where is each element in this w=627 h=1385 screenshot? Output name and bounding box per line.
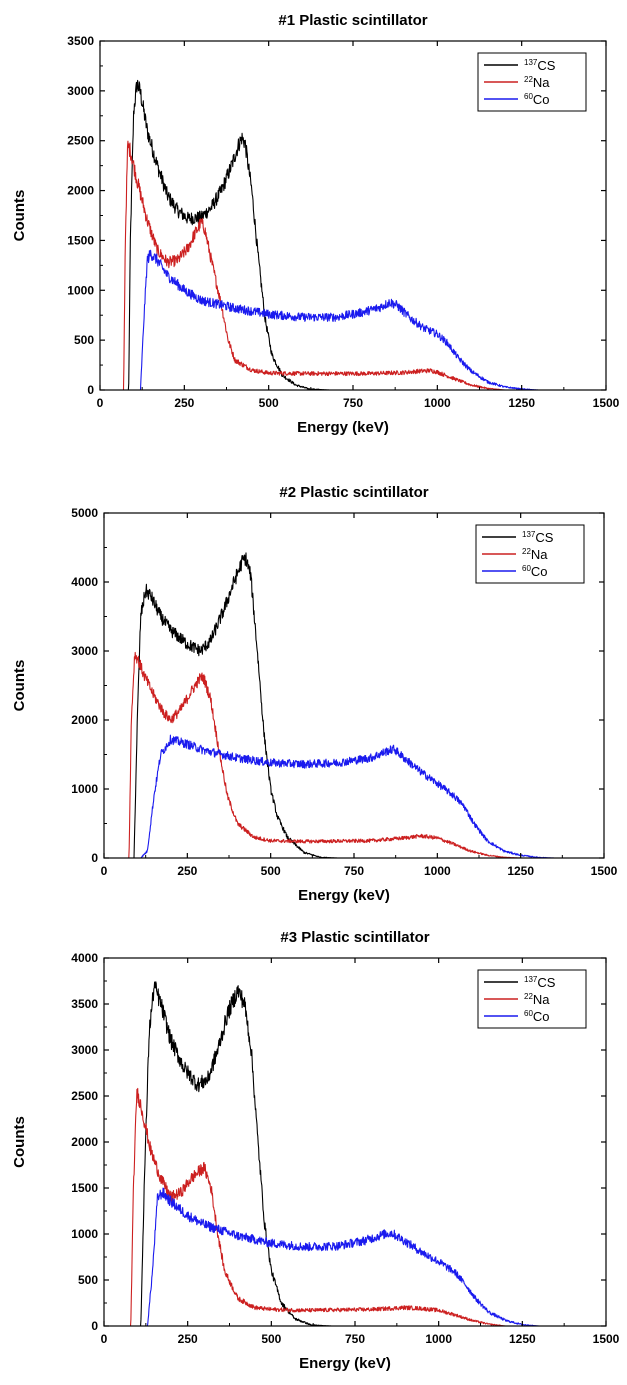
y-tick-label: 3000 xyxy=(71,1043,98,1057)
legend-entry: 137CS xyxy=(522,530,554,545)
x-tick-label: 500 xyxy=(261,864,281,878)
legend-entry-sup: 137 xyxy=(524,58,538,67)
y-tick-label: 0 xyxy=(91,851,98,865)
x-tick-label: 0 xyxy=(101,1332,108,1346)
series-group xyxy=(100,79,606,390)
y-tick-label: 4000 xyxy=(71,951,98,965)
x-tick-label: 0 xyxy=(101,864,108,878)
legend-entry-base: Na xyxy=(533,992,550,1007)
x-axis-label: Energy (keV) xyxy=(298,887,390,904)
y-tick-label: 500 xyxy=(74,333,94,347)
legend-entry-base: Na xyxy=(533,75,550,90)
x-tick-label: 750 xyxy=(344,864,364,878)
series-line-60Co xyxy=(104,1187,606,1326)
x-tick-label: 500 xyxy=(259,396,279,410)
x-tick-label: 0 xyxy=(97,396,104,410)
legend-entry: 22Na xyxy=(524,992,550,1007)
legend-entry-sup: 60 xyxy=(524,1009,533,1018)
series-line-60Co xyxy=(100,249,606,390)
x-axis-label: Energy (keV) xyxy=(299,1355,391,1372)
series-line-137CS xyxy=(100,79,606,390)
series-line-22Na xyxy=(100,140,606,390)
legend-entry-base: Co xyxy=(531,564,548,579)
series-group xyxy=(104,981,606,1326)
chart-2: #2 Plastic scintillator 0 250 500 750 1000 125… xyxy=(11,484,618,904)
legend-entry-base: CS xyxy=(537,975,555,990)
chart-title: #3 Plastic scintillator xyxy=(280,929,429,946)
x-tick-label: 1250 xyxy=(509,1332,536,1346)
chart-3: #3 Plastic scintillator 0 250 500 750 1000 125… xyxy=(11,929,620,1372)
series-line-137CS xyxy=(104,552,604,858)
legend-entry: 137CS xyxy=(524,975,556,990)
x-tick-label: 1000 xyxy=(424,864,451,878)
legend-entry: 60Co xyxy=(524,1009,550,1024)
y-tick-label: 2000 xyxy=(71,1135,98,1149)
y-axis-label: Counts xyxy=(11,660,28,712)
y-tick-label: 1000 xyxy=(71,782,98,796)
x-tick-label: 1250 xyxy=(508,396,535,410)
legend-entry-sup: 60 xyxy=(522,564,531,573)
y-tick-label: 1500 xyxy=(71,1181,98,1195)
x-axis-label: Energy (keV) xyxy=(297,419,389,436)
legend-entry: 60Co xyxy=(524,92,550,107)
x-tick-label: 250 xyxy=(174,396,194,410)
legend-entry-sup: 137 xyxy=(524,975,538,984)
x-tick-label: 750 xyxy=(345,1332,365,1346)
legend-entry: 137CS xyxy=(524,58,556,73)
series-line-137CS xyxy=(104,981,606,1326)
x-tick-label: 750 xyxy=(343,396,363,410)
y-tick-label: 0 xyxy=(87,383,94,397)
y-tick-label: 3500 xyxy=(67,34,94,48)
chart-1: #1 Plastic scintillator 0 250 500 750 1000 125… xyxy=(11,12,620,436)
x-tick-label: 1500 xyxy=(593,396,620,410)
legend-entry: 22Na xyxy=(524,75,550,90)
y-tick-label: 2500 xyxy=(67,134,94,148)
legend-entry: 60Co xyxy=(522,564,548,579)
y-tick-label: 2000 xyxy=(67,184,94,198)
x-tick-label: 1500 xyxy=(591,864,618,878)
legend-entry-base: Co xyxy=(533,1009,550,1024)
x-tick-label: 250 xyxy=(177,864,197,878)
y-tick-label: 3500 xyxy=(71,997,98,1011)
y-tick-label: 1000 xyxy=(71,1227,98,1241)
x-tick-label: 1000 xyxy=(424,396,451,410)
y-tick-label: 5000 xyxy=(71,506,98,520)
legend-entry-sup: 60 xyxy=(524,92,533,101)
legend-entry-sup: 22 xyxy=(524,75,533,84)
legend-entry-base: CS xyxy=(537,58,555,73)
x-tick-label: 250 xyxy=(178,1332,198,1346)
x-tick-label: 500 xyxy=(261,1332,281,1346)
x-tick-label: 1500 xyxy=(593,1332,620,1346)
y-tick-label: 3000 xyxy=(71,644,98,658)
y-tick-label: 3000 xyxy=(67,84,94,98)
chart-title: #1 Plastic scintillator xyxy=(278,12,427,29)
y-tick-label: 2000 xyxy=(71,713,98,727)
y-tick-label: 4000 xyxy=(71,575,98,589)
legend-entry-base: Co xyxy=(533,92,550,107)
y-tick-label: 1500 xyxy=(67,233,94,247)
y-tick-label: 2500 xyxy=(71,1089,98,1103)
legend-entry-sup: 22 xyxy=(524,992,533,1001)
legend-entry-sup: 22 xyxy=(522,547,531,556)
legend-entry-base: Na xyxy=(531,547,548,562)
y-tick-label: 1000 xyxy=(67,283,94,297)
chart-title: #2 Plastic scintillator xyxy=(279,484,428,501)
y-axis-label: Counts xyxy=(11,1116,28,1168)
x-tick-label: 1000 xyxy=(425,1332,452,1346)
series-line-22Na xyxy=(104,651,604,858)
legend-entry-sup: 137 xyxy=(522,530,536,539)
x-tick-label: 1250 xyxy=(507,864,534,878)
legend-entry-base: CS xyxy=(535,530,553,545)
y-axis-label: Counts xyxy=(11,190,28,242)
series-group xyxy=(104,552,604,858)
legend-entry: 22Na xyxy=(522,547,548,562)
y-tick-label: 500 xyxy=(78,1273,98,1287)
series-line-22Na xyxy=(104,1087,606,1326)
y-tick-label: 0 xyxy=(91,1319,98,1333)
